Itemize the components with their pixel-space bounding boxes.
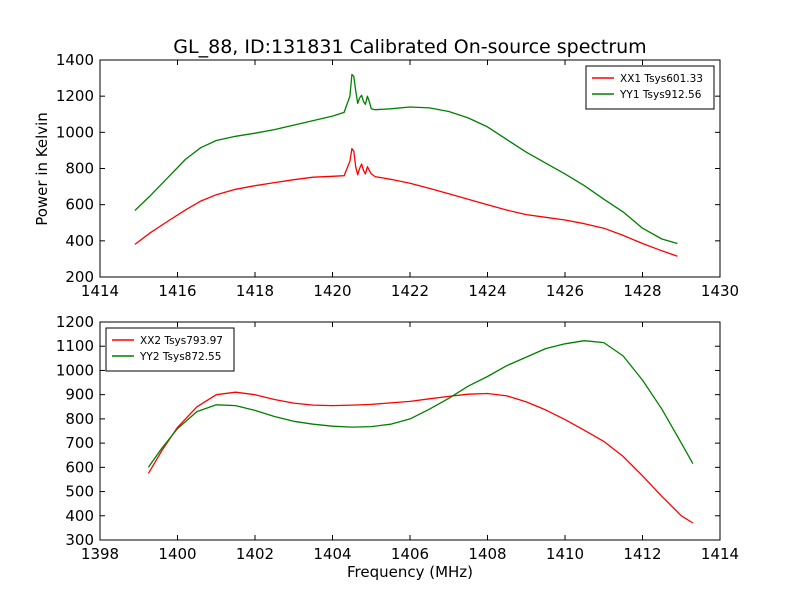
top-series-line-1 xyxy=(134,147,678,257)
top-x-tick-label: 1426 xyxy=(546,282,584,300)
top-y-tick-label: 400 xyxy=(65,232,94,250)
bottom-series-line-2 xyxy=(147,340,694,468)
bottom-x-tick-label: 1406 xyxy=(391,545,429,563)
bottom-legend-label-1: XX2 Tsys793.97 xyxy=(140,335,223,347)
top-y-tick-label: 600 xyxy=(65,196,94,214)
bottom-y-tick-label: 400 xyxy=(65,507,94,525)
bottom-y-tick-label: 1100 xyxy=(56,337,94,355)
top-y-tick-label: 1000 xyxy=(56,123,94,141)
top-spectrum-panel: 1414 1416 1418 1420 1422 1424 1426 1428 1430 200 4… xyxy=(56,51,739,300)
x-axis-label: Frequency (MHz) xyxy=(347,563,473,581)
top-x-tick-label: 1424 xyxy=(468,282,506,300)
bottom-y-tick-label: 600 xyxy=(65,458,94,476)
top-x-tick-label: 1422 xyxy=(391,282,429,300)
top-x-tick-label: 1428 xyxy=(623,282,661,300)
bottom-legend-box xyxy=(105,327,235,372)
bottom-y-tick-label: 900 xyxy=(65,386,94,404)
bottom-x-tick-label: 1414 xyxy=(701,545,739,563)
bottom-x-tick-label: 1404 xyxy=(313,545,351,563)
bottom-spectrum-panel: 1398 1400 1402 1404 1406 1408 1410 1412 1414 300 4… xyxy=(56,313,739,563)
bottom-legend-label-2: YY2 Tsys872.55 xyxy=(139,351,221,363)
bottom-y-tick-label: 700 xyxy=(65,434,94,452)
y-axis-label: Power in Kelvin xyxy=(33,112,51,226)
top-x-tick-label: 1430 xyxy=(701,282,739,300)
top-x-tick-label: 1414 xyxy=(81,282,119,300)
bottom-x-tick-label: 1410 xyxy=(546,545,584,563)
top-y-tick-label: 1400 xyxy=(56,51,94,69)
bottom-series-line-1 xyxy=(147,391,694,524)
bottom-y-tick-label: 1200 xyxy=(56,313,94,331)
top-x-tick-label: 1420 xyxy=(313,282,351,300)
top-series-line-2 xyxy=(134,73,678,245)
bottom-x-tick-label: 1398 xyxy=(81,545,119,563)
top-x-tick-label: 1418 xyxy=(236,282,274,300)
top-y-tick-label: 800 xyxy=(65,160,94,178)
bottom-y-tick-label: 800 xyxy=(65,410,94,428)
top-legend-label-2: YY1 Tsys912.56 xyxy=(619,89,702,101)
bottom-x-tick-label: 1402 xyxy=(236,545,274,563)
bottom-x-tick-label: 1400 xyxy=(158,545,196,563)
bottom-x-tick-label: 1412 xyxy=(623,545,661,563)
top-legend: XX1 Tsys601.33 YY1 Tsys912.56 xyxy=(585,65,715,110)
top-legend-box xyxy=(585,65,715,110)
figure-title: GL_88, ID:131831 Calibrated On-source sp… xyxy=(173,36,646,58)
bottom-legend: XX2 Tsys793.97 YY2 Tsys872.55 xyxy=(105,327,235,372)
top-y-tick-label: 1200 xyxy=(56,87,94,105)
top-x-tick-label: 1416 xyxy=(158,282,196,300)
top-legend-label-1: XX1 Tsys601.33 xyxy=(620,73,703,85)
bottom-y-tick-label: 300 xyxy=(65,531,94,549)
bottom-x-tick-label: 1408 xyxy=(468,545,506,563)
bottom-y-tick-label: 500 xyxy=(65,483,94,501)
bottom-y-tick-label: 1000 xyxy=(56,361,94,379)
top-y-tick-label: 200 xyxy=(65,268,94,286)
